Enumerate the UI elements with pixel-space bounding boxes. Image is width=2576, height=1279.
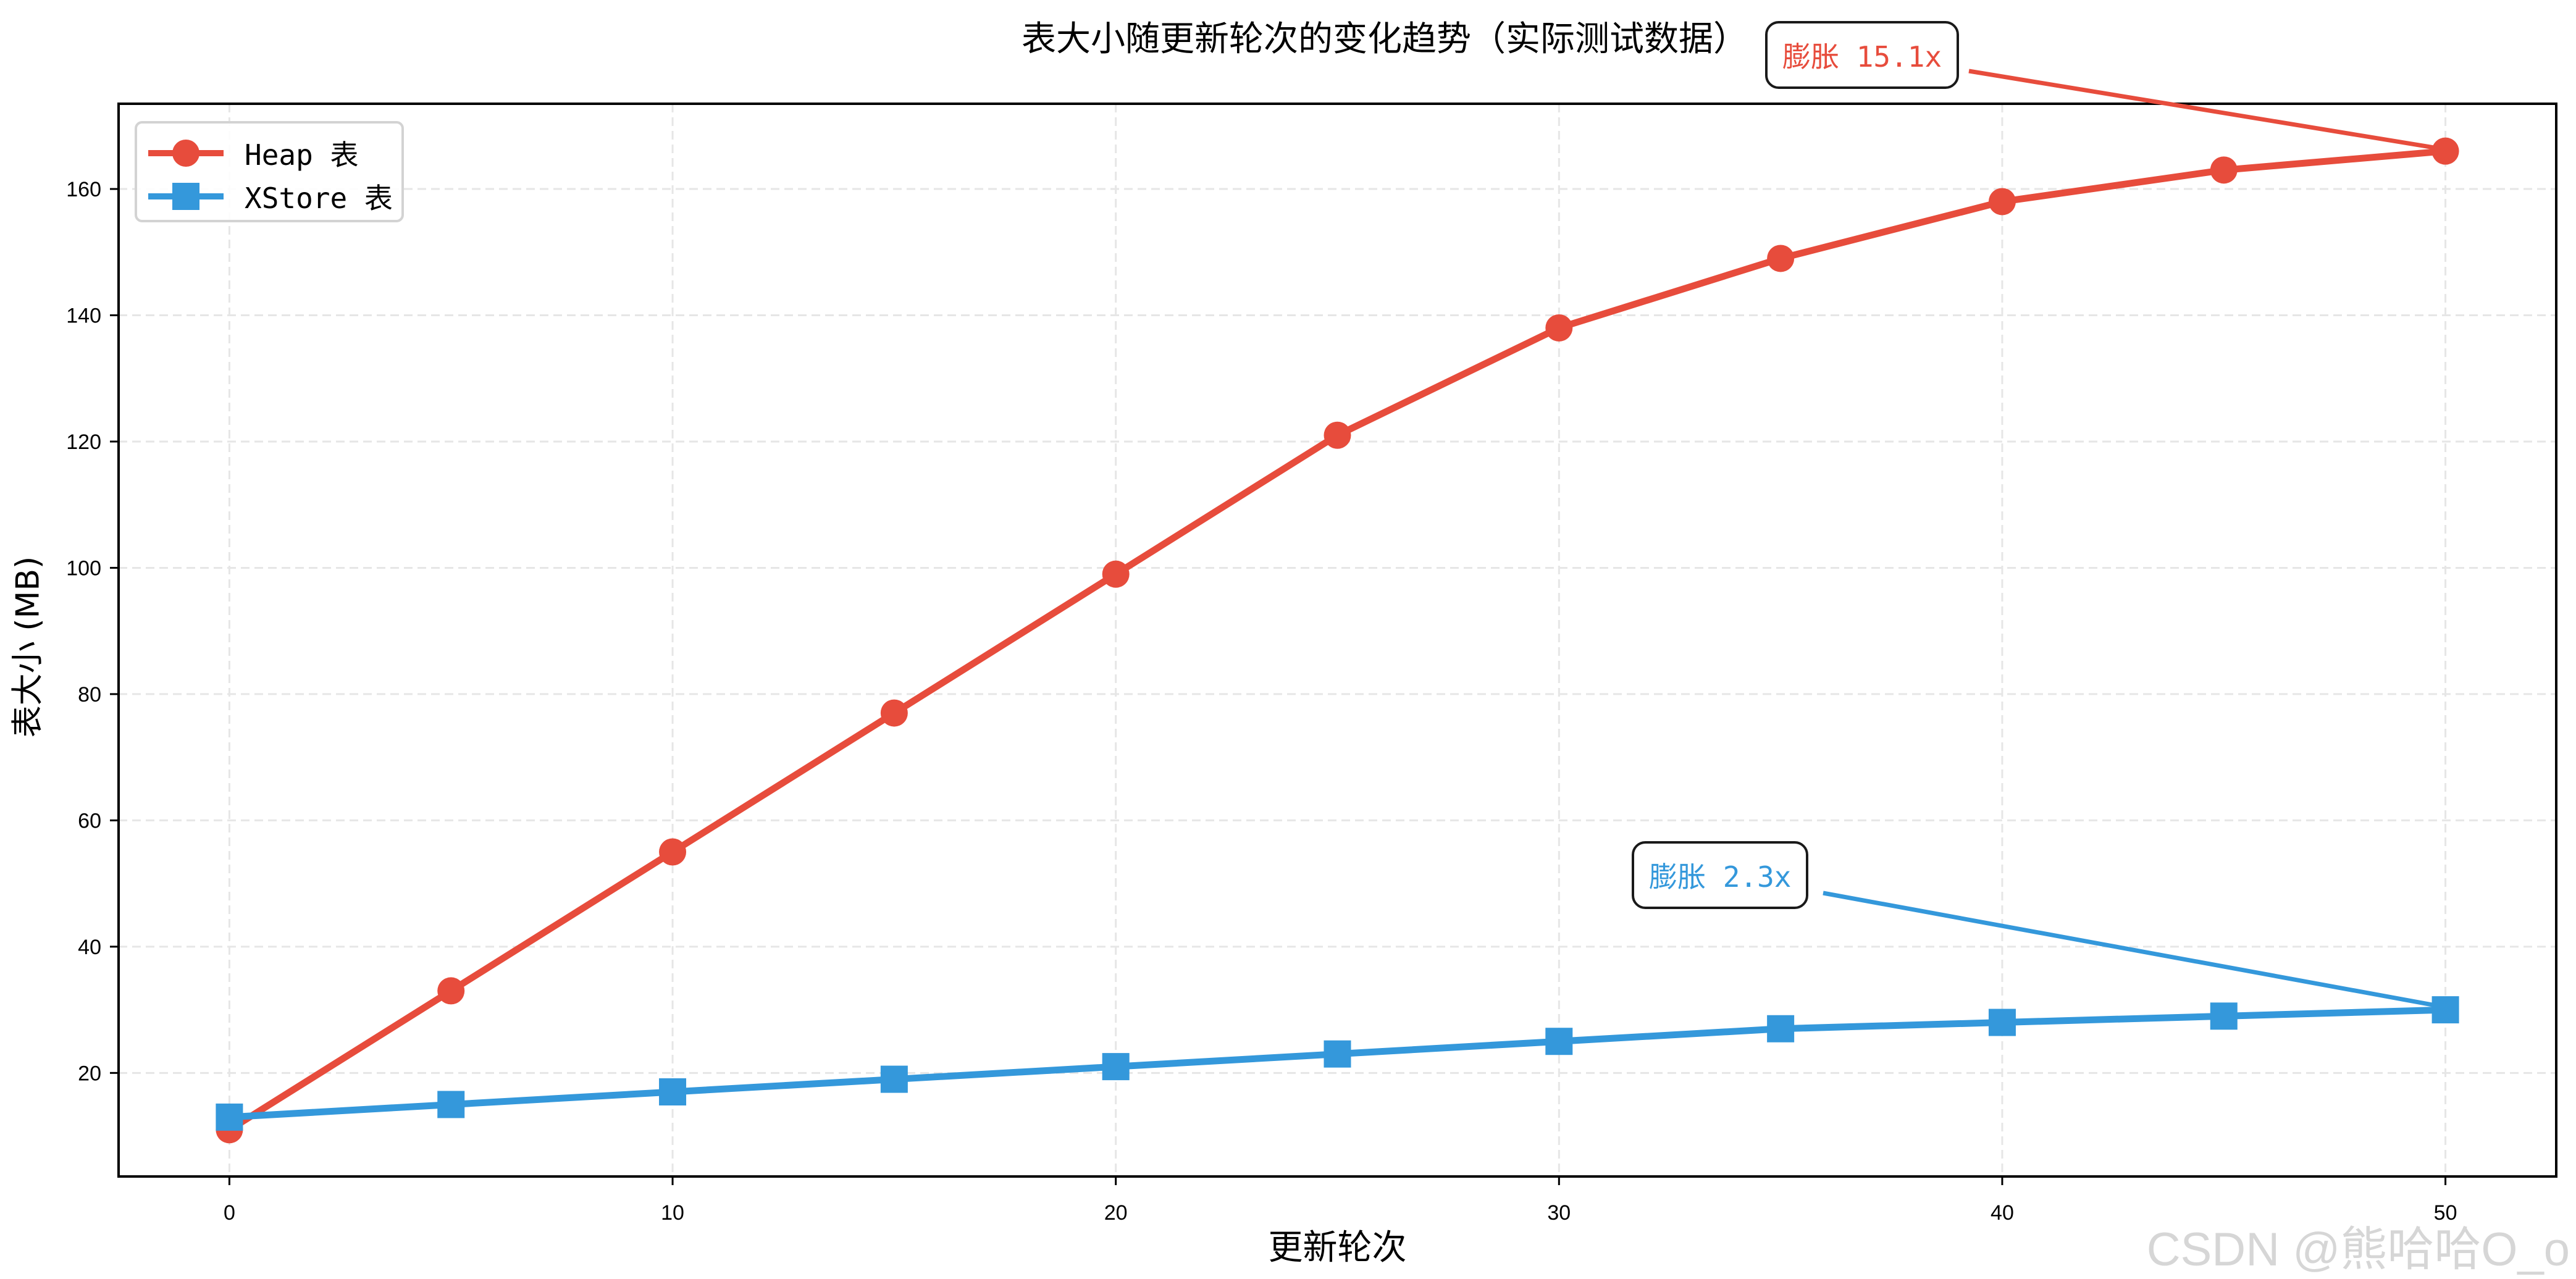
data-point-circle: [1324, 421, 1351, 449]
y-tick-label: 100: [66, 556, 101, 580]
annotation-xstore-growth: 膨胀 2.3x: [1632, 841, 1809, 909]
data-point-square: [2431, 996, 2459, 1024]
data-point-circle: [2210, 156, 2238, 184]
data-point-square: [1102, 1053, 1130, 1081]
legend: Heap 表 XStore 表: [135, 121, 404, 222]
square-marker-icon: [172, 183, 199, 210]
data-point-circle: [1988, 188, 2016, 216]
y-axis-label: 表大小 (MB): [9, 556, 47, 738]
y-tick-label: 120: [66, 430, 101, 454]
circle-marker-icon: [172, 140, 199, 167]
x-tick-label: 0: [224, 1201, 235, 1225]
data-point-square: [2210, 1002, 2238, 1030]
x-tick-label: 50: [2434, 1201, 2457, 1225]
annotation-arrow-heap: [1968, 69, 2441, 151]
data-point-circle: [1545, 314, 1573, 342]
x-axis-label: 更新轮次: [1268, 1228, 1407, 1268]
series-line-0: [227, 148, 2446, 1133]
y-tick-label: 140: [66, 304, 101, 327]
data-point-square: [216, 1103, 243, 1131]
y-tick-label: 40: [78, 936, 101, 959]
legend-item-xstore: XStore 表: [148, 178, 393, 215]
chart-title: 表大小随更新轮次的变化趋势（实际测试数据）: [1022, 19, 1748, 59]
data-point-circle: [880, 699, 908, 727]
annotation-heap-growth: 膨胀 15.1x: [1765, 21, 1960, 89]
annotation-arrow-xstore: [1823, 891, 2440, 1009]
data-point-square: [437, 1091, 465, 1118]
data-point-square: [880, 1065, 908, 1093]
data-point-square: [1545, 1028, 1573, 1055]
data-point-circle: [1102, 560, 1130, 588]
plot-frame: [117, 103, 2557, 1178]
legend-label: Heap 表: [245, 138, 359, 172]
legend-item-heap: Heap 表: [148, 135, 358, 172]
data-point-circle: [1767, 245, 1795, 272]
data-point-square: [1324, 1040, 1351, 1068]
data-point-square: [1767, 1015, 1795, 1042]
legend-label: XStore 表: [245, 182, 393, 215]
data-point-circle: [659, 838, 687, 866]
y-tick-label: 80: [78, 683, 101, 707]
y-tick-label: 20: [78, 1062, 101, 1085]
data-point-square: [659, 1078, 687, 1106]
x-tick-label: 20: [1104, 1201, 1128, 1225]
watermark: CSDN @熊哈哈O_o: [2146, 1223, 2570, 1276]
y-tick-label: 160: [66, 178, 101, 201]
x-tick-label: 40: [1991, 1201, 2014, 1225]
x-tick-label: 10: [661, 1201, 684, 1225]
y-tick-label: 60: [78, 809, 101, 832]
data-point-circle: [437, 977, 465, 1005]
data-point-square: [1988, 1009, 2016, 1036]
x-tick-label: 30: [1547, 1201, 1571, 1225]
data-point-circle: [2431, 137, 2459, 165]
